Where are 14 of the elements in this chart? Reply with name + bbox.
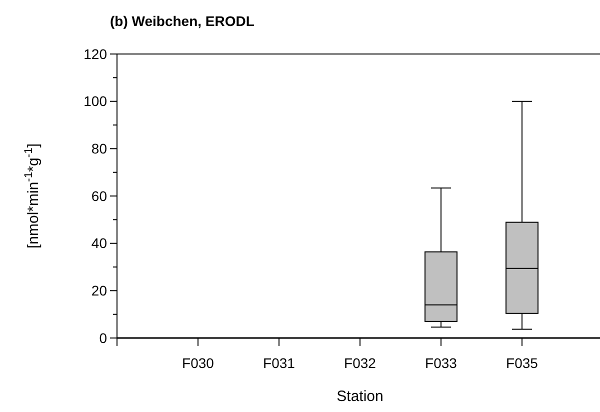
y-tick-label: 120 <box>84 46 108 62</box>
y-tick-label: 40 <box>91 235 108 252</box>
y-tick-label: 60 <box>91 188 108 204</box>
x-tick-label: F030 <box>182 355 214 371</box>
y-tick-label: 0 <box>99 330 108 346</box>
x-axis-title: Station <box>336 388 384 405</box>
chart-title: (b) Weibchen, ERODL <box>110 13 255 29</box>
y-tick-label: 20 <box>91 282 108 299</box>
y-tick-label: 100 <box>84 93 108 110</box>
x-tick-label: F033 <box>425 355 458 371</box>
y-tick-label: 80 <box>91 140 108 157</box>
x-tick-label: F035 <box>506 355 538 371</box>
x-tick-label: F032 <box>344 355 376 371</box>
x-tick-label: F031 <box>263 355 296 371</box>
